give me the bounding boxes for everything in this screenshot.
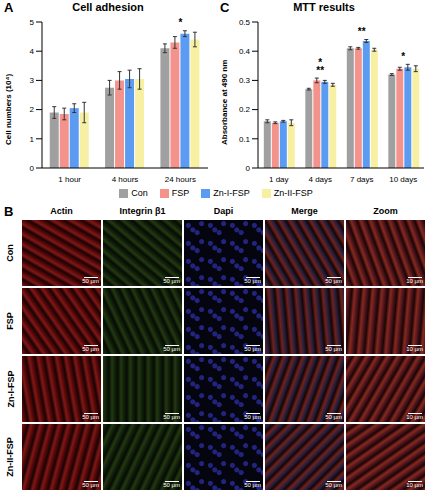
svg-text:2: 2 xyxy=(30,105,35,114)
html-text:Zn-I-FSP: Zn-I-FSP xyxy=(5,370,15,408)
svg-text:10 days: 10 days xyxy=(389,175,417,184)
html-text:FSP: FSP xyxy=(171,188,190,198)
html-text:50 µm: 50 µm xyxy=(244,414,261,420)
html-text:50 µm: 50 µm xyxy=(163,346,180,352)
html-text:C: C xyxy=(220,0,230,15)
svg-text:*: * xyxy=(318,57,322,68)
svg-text:7 days: 7 days xyxy=(350,175,374,184)
html-text:Dapi: Dapi xyxy=(213,206,234,216)
html-text:50 µm: 50 µm xyxy=(325,414,342,420)
svg-text:0: 0 xyxy=(246,164,251,173)
html-text:Integrin β1: Integrin β1 xyxy=(119,206,166,216)
html-text:50 µm: 50 µm xyxy=(163,482,180,488)
html-text:50 µm: 50 µm xyxy=(325,278,342,284)
html-text:A: A xyxy=(4,0,14,15)
svg-text:**: ** xyxy=(358,26,366,37)
svg-text:0: 0 xyxy=(30,164,35,173)
html-text:Zn-II-FSP: Zn-II-FSP xyxy=(5,437,15,477)
svg-text:*: * xyxy=(178,17,182,28)
svg-text:*: * xyxy=(401,51,405,62)
html-text:FSP: FSP xyxy=(5,312,15,330)
html-text:10 µm: 10 µm xyxy=(406,414,423,420)
svg-text:24 hours: 24 hours xyxy=(165,175,196,184)
html-text:B: B xyxy=(4,204,14,219)
html-text:Con: Con xyxy=(131,188,148,198)
html-text:Actin: Actin xyxy=(50,206,73,216)
svg-text:0.2: 0.2 xyxy=(239,105,251,114)
svg-text:1 day: 1 day xyxy=(269,175,289,184)
svg-text:0.4: 0.4 xyxy=(239,47,251,56)
svg-text:1 hour: 1 hour xyxy=(58,175,81,184)
html-text:50 µm: 50 µm xyxy=(163,414,180,420)
html-text:Zoom: Zoom xyxy=(373,206,398,216)
svg-text:0.1: 0.1 xyxy=(239,135,251,144)
svg-text:Cell numbers (10⁴): Cell numbers (10⁴) xyxy=(4,74,13,145)
html-text:50 µm: 50 µm xyxy=(82,346,99,352)
html-text:50 µm: 50 µm xyxy=(244,346,261,352)
svg-text:0.5: 0.5 xyxy=(239,18,251,27)
svg-text:4: 4 xyxy=(30,47,35,56)
svg-text:0.3: 0.3 xyxy=(239,76,251,85)
html-text:Zn-I-FSP: Zn-I-FSP xyxy=(213,188,250,198)
html-text:50 µm: 50 µm xyxy=(244,278,261,284)
svg-text:4 days: 4 days xyxy=(308,175,332,184)
html-text:10 µm: 10 µm xyxy=(406,278,423,284)
svg-text:4 hours: 4 hours xyxy=(112,175,139,184)
html-text:10 µm: 10 µm xyxy=(406,346,423,352)
svg-text:5: 5 xyxy=(30,18,35,27)
html-text:50 µm: 50 µm xyxy=(82,414,99,420)
html-text:50 µm: 50 µm xyxy=(163,278,180,284)
html-text:Zn-II-FSP: Zn-II-FSP xyxy=(273,188,313,198)
html-text:50 µm: 50 µm xyxy=(82,482,99,488)
svg-text:1: 1 xyxy=(30,135,35,144)
html-text:10 µm: 10 µm xyxy=(406,482,423,488)
html-text:50 µm: 50 µm xyxy=(325,346,342,352)
html-text:Con: Con xyxy=(5,244,15,262)
html-text:Cell adhesion: Cell adhesion xyxy=(72,1,144,13)
html-text:MTT results: MTT results xyxy=(293,1,355,13)
svg-text:3: 3 xyxy=(30,76,35,85)
html-text:50 µm: 50 µm xyxy=(325,482,342,488)
html-text:Merge: Merge xyxy=(291,206,318,216)
html-text:50 µm: 50 µm xyxy=(82,278,99,284)
html-text:50 µm: 50 µm xyxy=(244,482,261,488)
svg-text:Absorbance at 490 nm: Absorbance at 490 nm xyxy=(220,60,229,145)
